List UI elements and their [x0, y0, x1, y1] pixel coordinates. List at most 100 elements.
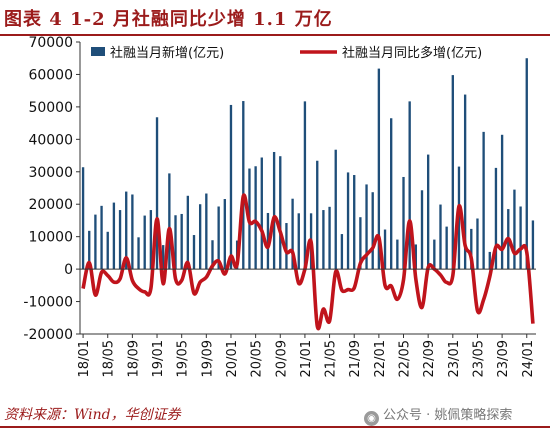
bar	[149, 210, 153, 270]
x-tick-label: 23/01	[447, 340, 462, 377]
y-tick-label: 30000	[28, 165, 73, 181]
y-tick-label: 60000	[28, 67, 73, 83]
bar-series	[81, 58, 535, 270]
legend-line-label: 社融当月同比多增(亿元)	[342, 45, 482, 61]
y-tick-label: 0	[64, 262, 73, 278]
y-tick-label: 40000	[28, 132, 73, 148]
bar	[100, 205, 103, 270]
x-axis: 18/01 18/05 18/09 19/01 19/05 19/09 20/01 20/05…	[77, 268, 536, 377]
bar	[334, 149, 337, 270]
line-series	[81, 193, 535, 331]
bar	[377, 68, 381, 270]
bar	[223, 199, 226, 270]
bar	[106, 231, 109, 270]
bar	[260, 157, 263, 270]
bar	[297, 213, 300, 270]
legend: 社融当月新增(亿元) 社融当月同比多增(亿元)	[91, 45, 482, 61]
bar	[426, 154, 430, 270]
bar	[192, 235, 196, 270]
bar	[162, 245, 165, 270]
bar	[180, 213, 183, 270]
bar	[420, 190, 424, 270]
chart: -20000 -10000 0 10000 20000 30000 40000 50000 60…	[23, 36, 536, 377]
bar	[414, 244, 418, 270]
bar	[445, 226, 448, 270]
bar	[118, 210, 122, 270]
bar	[272, 151, 276, 270]
bar	[531, 220, 535, 270]
bar	[451, 75, 454, 270]
bar	[242, 101, 245, 270]
bar	[211, 240, 214, 270]
x-tick-label: 18/01	[77, 340, 92, 377]
bar	[229, 104, 233, 270]
y-tick-label: -20000	[23, 327, 73, 343]
y-axis: -20000 -10000 0 10000 20000 30000 40000 50000 60…	[23, 36, 81, 343]
wechat-icon: ◉	[364, 411, 379, 426]
x-tick-label: 22/05	[398, 340, 413, 377]
x-tick-label: 19/05	[176, 340, 191, 377]
y-tick-label: 50000	[28, 100, 73, 116]
bar	[353, 175, 356, 270]
bar	[291, 198, 294, 270]
bar	[365, 184, 368, 270]
x-tick-label: 24/01	[521, 340, 536, 377]
bar	[439, 204, 442, 270]
x-tick-label: 22/01	[373, 340, 388, 377]
x-tick-label: 23/05	[471, 340, 486, 377]
bar	[519, 206, 522, 270]
bar	[112, 202, 116, 270]
bar	[513, 189, 516, 270]
bar	[525, 58, 528, 270]
bar	[94, 214, 97, 270]
bar	[408, 101, 411, 270]
x-tick-label: 18/09	[126, 340, 141, 377]
figure-header: 图表 4 1-2 月社融同比少增 1.1 万亿	[0, 0, 550, 36]
bar	[155, 117, 159, 270]
bar	[488, 251, 491, 270]
y-tick-label: 70000	[28, 36, 73, 51]
bar	[254, 166, 257, 270]
bar	[81, 167, 85, 270]
source-note: 资料来源：Wind，华创证券	[4, 407, 181, 423]
x-tick-label: 19/09	[200, 340, 215, 377]
bar	[328, 206, 331, 270]
y-tick-label: 10000	[28, 230, 73, 246]
bar	[371, 192, 374, 270]
bar	[494, 167, 498, 270]
bar	[205, 193, 208, 270]
bar	[316, 160, 319, 270]
x-tick-label: 23/09	[496, 340, 511, 377]
bar	[174, 215, 177, 270]
bar	[285, 223, 288, 270]
bar	[131, 194, 134, 270]
legend-bar-swatch	[91, 47, 105, 56]
bar	[402, 176, 405, 270]
bottom-rule	[0, 426, 550, 428]
bar	[143, 215, 146, 270]
bar	[125, 191, 128, 270]
x-tick-label: 20/09	[274, 340, 289, 377]
figure-title: 图表 4 1-2 月社融同比少增 1.1 万亿	[4, 9, 333, 30]
watermark: ◉ 公众号 · 姚佩策略探索	[364, 404, 512, 426]
bar	[346, 172, 350, 270]
bar	[322, 210, 325, 270]
x-tick-label: 21/01	[299, 340, 314, 377]
line-path	[81, 193, 535, 331]
bar	[396, 239, 399, 270]
x-tick-label: 18/05	[102, 340, 117, 377]
bar	[463, 94, 467, 270]
bar	[303, 101, 307, 270]
legend-bar-label: 社融当月新增(亿元)	[110, 45, 224, 61]
bar	[390, 118, 393, 270]
bar	[500, 134, 504, 270]
bar	[137, 237, 140, 270]
bar	[198, 204, 202, 270]
bar	[168, 173, 171, 270]
bar	[279, 156, 282, 270]
x-tick-label: 19/01	[151, 340, 166, 377]
bar	[340, 234, 344, 270]
bar	[186, 195, 190, 270]
bar	[433, 239, 436, 270]
x-tick-label: 20/01	[225, 340, 240, 377]
